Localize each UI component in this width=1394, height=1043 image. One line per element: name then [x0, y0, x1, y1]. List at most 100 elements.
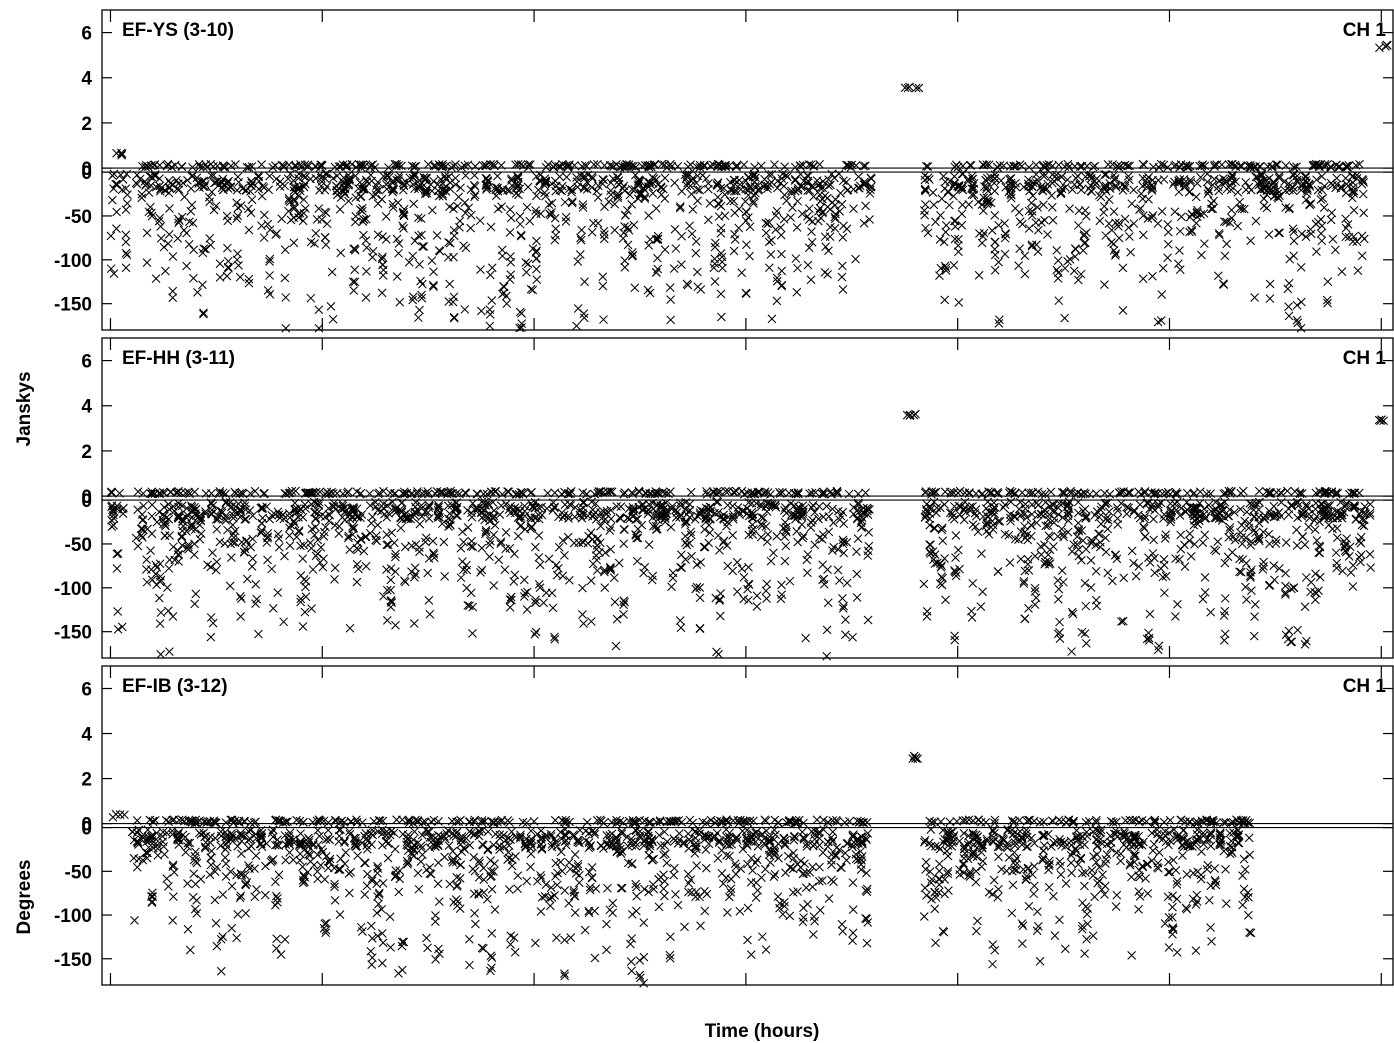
data-point [198, 280, 207, 290]
data-point [761, 228, 771, 238]
data-point [604, 197, 614, 207]
data-point [1300, 540, 1310, 550]
data-point [523, 163, 533, 172]
data-point [1163, 163, 1172, 172]
data-point [600, 548, 610, 558]
data-point [1086, 556, 1096, 565]
data-point [1213, 271, 1223, 281]
data-point [516, 230, 526, 240]
data-point [864, 541, 874, 551]
data-point [1084, 184, 1094, 194]
data-point [196, 529, 206, 539]
data-point [487, 263, 497, 273]
data-point [220, 162, 230, 172]
data-point [501, 528, 511, 537]
data-point [807, 227, 816, 237]
data-point [1224, 160, 1234, 170]
data-point [632, 556, 642, 566]
data-point [728, 530, 738, 540]
data-point [833, 565, 843, 575]
data-point [1131, 571, 1141, 581]
data-point [670, 224, 680, 234]
data-point [247, 562, 257, 571]
data-point [1119, 573, 1129, 583]
data-point [1243, 161, 1253, 170]
data-point [640, 194, 650, 204]
data-point [693, 196, 702, 206]
data-point [564, 161, 574, 170]
data-point [523, 182, 533, 192]
data-point [974, 270, 984, 280]
data-point [803, 260, 813, 270]
data-point [397, 161, 406, 171]
data-point [696, 558, 706, 567]
data-point [806, 518, 816, 528]
data-point [445, 202, 454, 212]
data-point [112, 549, 122, 559]
data-point [935, 235, 945, 244]
data-point [620, 161, 630, 171]
data-point [259, 233, 269, 243]
data-point [417, 293, 427, 303]
data-point [633, 533, 643, 543]
data-point [742, 207, 751, 217]
data-point [704, 538, 714, 548]
data-point [968, 181, 977, 191]
data-point [806, 160, 816, 170]
y-tick-label: 4 [81, 725, 92, 746]
data-point [252, 885, 261, 894]
data-point [940, 487, 950, 497]
data-point [535, 560, 545, 570]
data-point [830, 223, 840, 233]
data-point [526, 284, 536, 294]
data-point [764, 217, 774, 227]
data-point [351, 171, 360, 181]
data-point [1054, 296, 1064, 306]
data-point [515, 323, 525, 333]
channel-label: CH 1 [1343, 676, 1387, 697]
data-point [656, 183, 666, 193]
data-point [765, 179, 775, 189]
data-point [822, 625, 832, 635]
data-point [188, 218, 198, 228]
data-point [328, 173, 338, 183]
data-point [1213, 537, 1223, 547]
data-point [818, 177, 828, 186]
data-point [280, 273, 290, 283]
data-point [341, 180, 351, 190]
data-point [1326, 215, 1336, 225]
data-point [460, 198, 470, 208]
data-point [921, 161, 931, 171]
data-point [1033, 487, 1043, 497]
data-point [1244, 182, 1254, 192]
data-point [504, 487, 514, 497]
data-point [1198, 538, 1208, 548]
data-point [1180, 562, 1190, 571]
data-point [705, 528, 715, 538]
data-point [750, 162, 760, 172]
data-point [423, 943, 432, 953]
data-point [349, 286, 359, 295]
data-point [233, 172, 243, 182]
data-point [866, 185, 875, 195]
data-point [209, 205, 219, 215]
data-point [419, 242, 429, 251]
data-point [156, 608, 166, 617]
data-point [513, 173, 523, 183]
data-point [334, 529, 344, 539]
data-point [226, 182, 235, 192]
data-point [465, 934, 474, 944]
data-point [525, 216, 535, 226]
data-point [540, 188, 550, 198]
data-point [404, 257, 414, 267]
data-point [837, 199, 847, 209]
data-point [339, 838, 349, 847]
data-point [513, 172, 523, 182]
data-point [640, 192, 650, 202]
data-point [328, 314, 338, 324]
data-point [1104, 507, 1114, 516]
data-point [423, 568, 433, 578]
data-point [865, 215, 874, 224]
data-point [620, 186, 630, 196]
